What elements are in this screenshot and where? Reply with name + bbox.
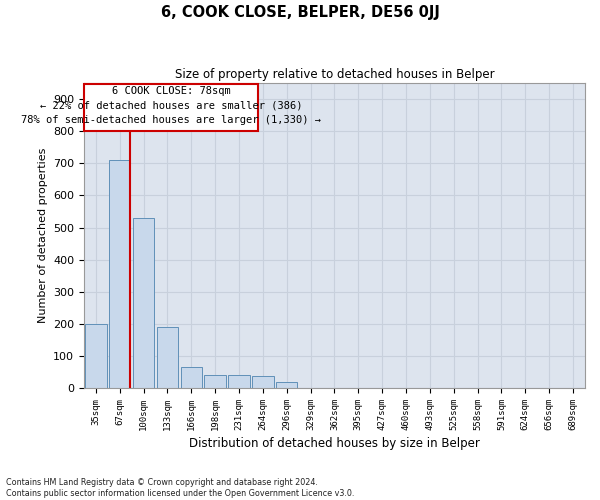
Bar — [181, 367, 202, 388]
X-axis label: Distribution of detached houses by size in Belper: Distribution of detached houses by size … — [189, 437, 480, 450]
Text: 6 COOK CLOSE: 78sqm: 6 COOK CLOSE: 78sqm — [112, 86, 230, 97]
Text: ← 22% of detached houses are smaller (386): ← 22% of detached houses are smaller (38… — [40, 100, 302, 110]
Bar — [205, 374, 226, 388]
Bar — [252, 376, 274, 388]
Y-axis label: Number of detached properties: Number of detached properties — [38, 148, 47, 324]
Text: 6, COOK CLOSE, BELPER, DE56 0JJ: 6, COOK CLOSE, BELPER, DE56 0JJ — [161, 5, 439, 20]
Bar — [85, 324, 107, 388]
Bar — [109, 160, 130, 388]
Text: 78% of semi-detached houses are larger (1,330) →: 78% of semi-detached houses are larger (… — [21, 115, 321, 125]
Title: Size of property relative to detached houses in Belper: Size of property relative to detached ho… — [175, 68, 494, 80]
Bar — [157, 327, 178, 388]
Bar — [276, 382, 298, 388]
FancyBboxPatch shape — [85, 84, 258, 131]
Bar — [133, 218, 154, 388]
Text: Contains HM Land Registry data © Crown copyright and database right 2024.
Contai: Contains HM Land Registry data © Crown c… — [6, 478, 355, 498]
Bar — [229, 374, 250, 388]
